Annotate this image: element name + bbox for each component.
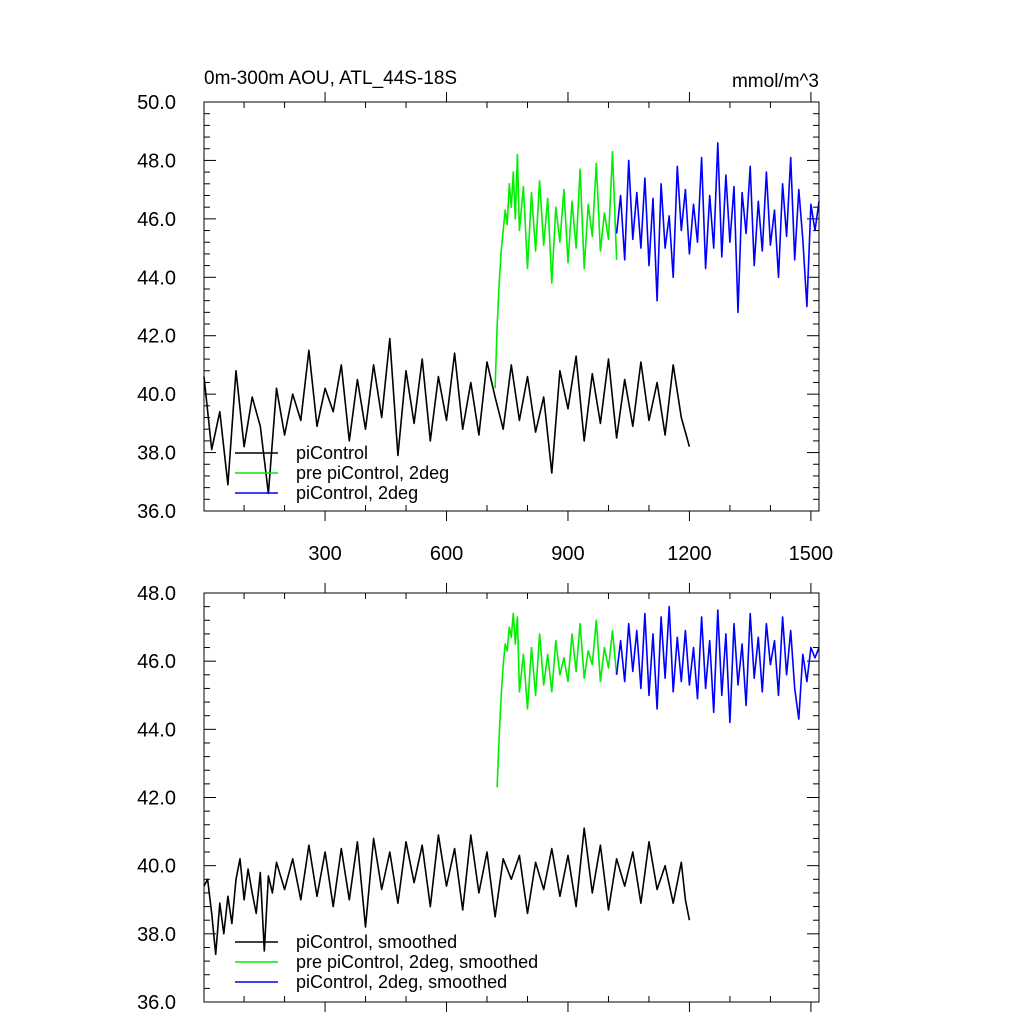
top-panel: 0m-300m AOU, ATL_44S-18S mmol/m^3 36.0 38… (137, 68, 833, 565)
y-tick-label: 36.0 (137, 992, 176, 1014)
plot-frame (203, 592, 820, 1003)
y-tick-label: 38.0 (137, 443, 176, 465)
chart-title: 0m-300m AOU, ATL_44S-18S (204, 68, 457, 89)
bottom-panel: 36.0 38.0 40.0 42.0 44.0 46.0 48.0 piControl, … (137, 583, 820, 1014)
units-label: mmol/m^3 (732, 71, 819, 92)
y-tick-label: 40.0 (137, 856, 176, 878)
series-lines (203, 605, 820, 956)
y-tick-labels: 36.0 38.0 40.0 42.0 44.0 46.0 48.0 (137, 583, 176, 1014)
y-tick-label: 42.0 (137, 326, 176, 348)
series-lines (203, 142, 820, 495)
y-tick-label: 44.0 (137, 267, 176, 289)
x-tick-label: 1500 (789, 543, 834, 565)
legend-label: pre piControl, 2deg (296, 463, 449, 483)
legend-label: piControl (296, 443, 368, 463)
y-tick-label: 44.0 (137, 719, 176, 741)
y-tick-labels: 36.0 38.0 40.0 42.0 44.0 46.0 48.0 50.0 (137, 92, 176, 523)
series-line (203, 337, 691, 495)
series-line (496, 612, 618, 788)
y-tick-label: 38.0 (137, 924, 176, 946)
plot-frame (203, 101, 820, 512)
series-line (494, 150, 618, 389)
series-line (615, 142, 820, 314)
y-tick-label: 40.0 (137, 384, 176, 406)
series-line (203, 827, 691, 956)
x-tick-label: 900 (551, 543, 584, 565)
y-tick-label: 42.0 (137, 788, 176, 810)
x-tick-label: 600 (430, 543, 463, 565)
y-tick-label: 48.0 (137, 583, 176, 605)
legend-label: piControl, 2deg, smoothed (296, 972, 507, 992)
series-line (615, 605, 820, 724)
y-tick-label: 46.0 (137, 651, 176, 673)
y-tick-label: 36.0 (137, 501, 176, 523)
x-tick-labels: 300 600 900 1200 1500 (308, 543, 833, 565)
x-tick-label: 300 (308, 543, 341, 565)
y-tick-label: 48.0 (137, 150, 176, 172)
x-tick-label: 1200 (667, 543, 712, 565)
legend-label: piControl, 2deg (296, 483, 418, 503)
legend-label: pre piControl, 2deg, smoothed (296, 952, 538, 972)
y-tick-label: 50.0 (137, 92, 176, 114)
legend-label: piControl, smoothed (296, 932, 457, 952)
y-tick-label: 46.0 (137, 209, 176, 231)
